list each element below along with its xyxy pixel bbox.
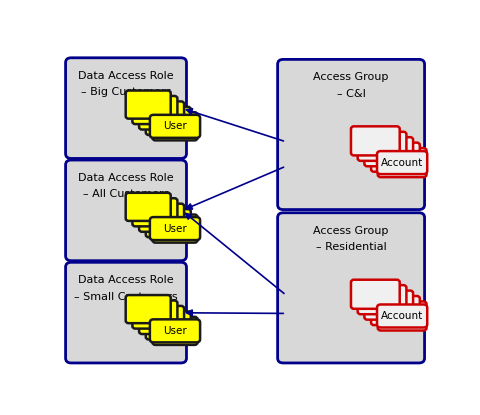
Text: User: User	[163, 121, 187, 131]
Text: – Small Customers: – Small Customers	[74, 292, 178, 302]
FancyBboxPatch shape	[377, 151, 427, 174]
FancyBboxPatch shape	[358, 285, 407, 314]
FancyBboxPatch shape	[146, 107, 191, 135]
Text: – Residential: – Residential	[316, 242, 386, 252]
FancyBboxPatch shape	[150, 217, 200, 240]
FancyBboxPatch shape	[126, 90, 171, 119]
FancyBboxPatch shape	[126, 295, 171, 323]
FancyBboxPatch shape	[150, 319, 200, 342]
FancyBboxPatch shape	[153, 317, 197, 345]
FancyBboxPatch shape	[364, 137, 413, 166]
FancyBboxPatch shape	[139, 204, 184, 232]
FancyBboxPatch shape	[378, 301, 427, 330]
FancyBboxPatch shape	[153, 215, 197, 243]
FancyBboxPatch shape	[364, 290, 413, 320]
FancyBboxPatch shape	[132, 198, 178, 226]
FancyBboxPatch shape	[377, 305, 427, 327]
FancyBboxPatch shape	[351, 126, 400, 155]
FancyBboxPatch shape	[132, 300, 178, 329]
FancyBboxPatch shape	[66, 262, 186, 363]
Text: User: User	[163, 224, 187, 234]
Text: Access Group: Access Group	[313, 226, 389, 236]
FancyBboxPatch shape	[277, 213, 424, 363]
FancyBboxPatch shape	[378, 148, 427, 177]
FancyBboxPatch shape	[146, 209, 191, 237]
FancyBboxPatch shape	[66, 160, 186, 261]
FancyBboxPatch shape	[126, 193, 171, 221]
FancyBboxPatch shape	[277, 59, 424, 210]
FancyBboxPatch shape	[153, 112, 197, 140]
FancyBboxPatch shape	[358, 132, 407, 161]
Text: User: User	[163, 326, 187, 336]
Text: – C&I: – C&I	[336, 89, 366, 99]
FancyBboxPatch shape	[139, 101, 184, 129]
Text: Account: Account	[381, 158, 423, 168]
Text: Account: Account	[381, 311, 423, 321]
FancyBboxPatch shape	[150, 115, 200, 138]
Text: Access Group: Access Group	[313, 72, 389, 82]
FancyBboxPatch shape	[371, 143, 420, 172]
Text: Data Access Role: Data Access Role	[78, 71, 174, 81]
Text: Data Access Role: Data Access Role	[78, 275, 174, 285]
Text: – Big Customers: – Big Customers	[81, 87, 171, 97]
FancyBboxPatch shape	[351, 280, 400, 309]
FancyBboxPatch shape	[66, 58, 186, 159]
FancyBboxPatch shape	[139, 306, 184, 334]
Text: Data Access Role: Data Access Role	[78, 173, 174, 183]
FancyBboxPatch shape	[146, 311, 191, 339]
Text: – All Customers: – All Customers	[83, 189, 169, 200]
FancyBboxPatch shape	[371, 296, 420, 325]
FancyBboxPatch shape	[132, 96, 178, 124]
